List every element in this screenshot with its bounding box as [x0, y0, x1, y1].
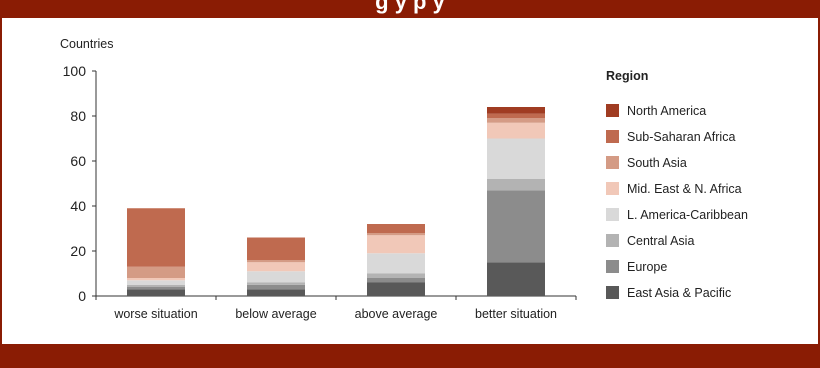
bar-segment: [247, 284, 305, 290]
legend-swatch: [606, 130, 619, 143]
x-tick-label: below average: [235, 307, 316, 321]
bar-segment: [247, 282, 305, 285]
x-tick-label: above average: [355, 307, 438, 321]
header-bar: g y p y: [0, 0, 820, 18]
legend-entry: Mid. East & N. Africa: [627, 182, 742, 196]
bar-segment: [367, 278, 425, 283]
y-tick-label: 60: [70, 153, 86, 169]
bar-segment: [487, 113, 545, 119]
bar-segment: [127, 284, 185, 287]
bars: [127, 107, 545, 296]
chart-title: g y p y: [375, 0, 445, 14]
legend-swatch: [606, 104, 619, 117]
y-tick-label: 20: [70, 243, 86, 259]
legend-swatch: [606, 260, 619, 273]
legend-swatch: [606, 156, 619, 169]
bar-segment: [367, 253, 425, 274]
bar-segment: [487, 190, 545, 263]
bar-segment: [127, 266, 185, 278]
y-tick-label: 80: [70, 108, 86, 124]
bar-segment: [367, 233, 425, 236]
bar-segment: [487, 262, 545, 296]
legend-entry: North America: [627, 104, 706, 118]
bar-segment: [367, 273, 425, 278]
bar-segment: [247, 271, 305, 283]
y-axis-label: Countries: [60, 37, 114, 51]
bar-segment: [367, 224, 425, 233]
bar-segment: [127, 280, 185, 285]
bar-segment: [367, 282, 425, 296]
bar-segment: [487, 179, 545, 191]
frame-right-border: [818, 18, 820, 344]
frame-left-border: [0, 18, 2, 344]
legend-entry: East Asia & Pacific: [627, 286, 731, 300]
bar-segment: [247, 289, 305, 296]
bar-segment: [127, 208, 185, 267]
bar-segment: [487, 122, 545, 139]
bar-segment: [127, 289, 185, 296]
legend-entry: South Asia: [627, 156, 687, 170]
legend-swatch: [606, 182, 619, 195]
x-tick-label: worse situation: [113, 307, 197, 321]
x-tick-label: better situation: [475, 307, 557, 321]
footer-bar: [0, 344, 820, 368]
bar-segment: [247, 262, 305, 272]
y-tick-label: 40: [70, 198, 86, 214]
y-tick-label: 0: [78, 288, 86, 304]
bar-segment: [487, 138, 545, 179]
legend-title: Region: [606, 69, 648, 83]
x-axis: worse situation below average above averag…: [95, 295, 577, 321]
legend-entry: L. America-Caribbean: [627, 208, 748, 222]
bar-segment: [127, 287, 185, 290]
bar-segment: [247, 237, 305, 260]
legend-swatch: [606, 286, 619, 299]
bar-segment: [487, 107, 545, 114]
legend-swatch: [606, 234, 619, 247]
bar-segment: [367, 235, 425, 254]
legend-entry: Central Asia: [627, 234, 694, 248]
bar-segment: [247, 260, 305, 263]
legend-entry: Sub-Saharan Africa: [627, 130, 735, 144]
legend: Region North America Sub-Saharan Africa So…: [606, 69, 748, 300]
bar-segment: [487, 118, 545, 123]
y-tick-label: 100: [63, 63, 87, 79]
legend-swatch: [606, 208, 619, 221]
bar-segment: [127, 278, 185, 281]
y-axis: 0 20 40 60 80 100: [63, 63, 97, 304]
legend-entry: Europe: [627, 260, 667, 274]
